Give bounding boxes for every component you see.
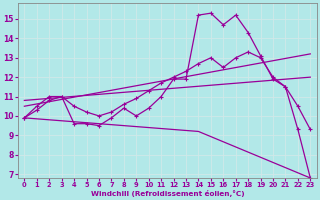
X-axis label: Windchill (Refroidissement éolien,°C): Windchill (Refroidissement éolien,°C) <box>91 190 244 197</box>
